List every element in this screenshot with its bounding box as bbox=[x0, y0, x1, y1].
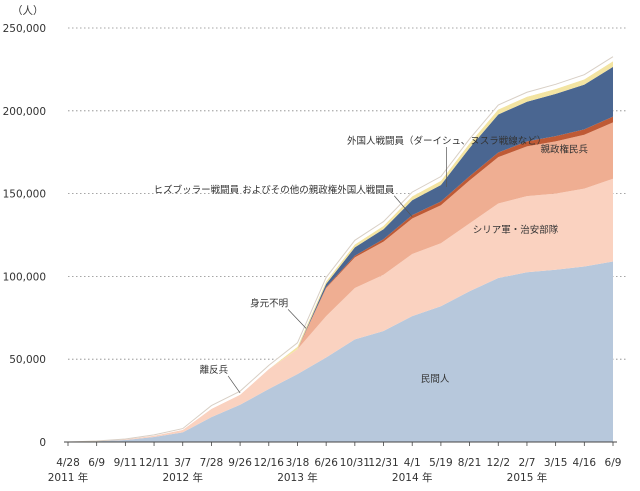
year-label: 2014 年 bbox=[392, 471, 433, 484]
series-area bbox=[68, 261, 613, 442]
y-tick-label: 150,000 bbox=[3, 189, 46, 201]
x-tick-label: 4/1 bbox=[404, 457, 421, 469]
x-tick-label: 4/16 bbox=[573, 457, 597, 469]
y-tick-label: 0 bbox=[39, 437, 46, 449]
year-label: 2013 年 bbox=[277, 471, 318, 484]
x-tick-label: 12/16 bbox=[254, 457, 285, 469]
x-tick-label: 6/9 bbox=[88, 457, 105, 469]
x-tick-label: 6/26 bbox=[314, 457, 338, 469]
x-tick-label: 2/7 bbox=[518, 457, 535, 469]
y-tick-label: 100,000 bbox=[3, 271, 46, 283]
x-tick-label: 6/9 bbox=[605, 457, 622, 469]
annotation-label: 外国人戦闘員（ダーイシュ、ヌスラ戦線など） bbox=[347, 135, 546, 147]
x-tick-label: 3/18 bbox=[286, 457, 310, 469]
x-tick-label: 10/31 bbox=[340, 457, 370, 469]
y-tick-label: 200,000 bbox=[3, 106, 46, 118]
annotation-label: ヒズブッラー戦闘員 およびその他の親政権外国人戦闘員 bbox=[154, 184, 395, 196]
annotation-leader bbox=[227, 375, 241, 394]
annotation-leader bbox=[287, 309, 307, 329]
x-tick-label: 9/26 bbox=[228, 457, 252, 469]
year-label: 2012 年 bbox=[162, 471, 203, 484]
series-area bbox=[68, 178, 613, 443]
x-tick-label: 12/2 bbox=[486, 457, 510, 469]
x-tick-label: 3/7 bbox=[174, 457, 191, 469]
x-tick-label: 12/31 bbox=[368, 457, 398, 469]
x-tick-label: 5/19 bbox=[429, 457, 453, 469]
x-tick-label: 4/28 bbox=[56, 457, 80, 469]
x-tick-label: 7/28 bbox=[200, 457, 224, 469]
annotation-label: 親政権民兵 bbox=[540, 144, 588, 156]
x-tick-label: 8/21 bbox=[458, 457, 482, 469]
y-axis-unit: （人） bbox=[12, 5, 44, 17]
year-label: 2015 年 bbox=[507, 471, 548, 484]
series-areas bbox=[67, 56, 614, 443]
x-tick-label: 12/11 bbox=[139, 457, 169, 469]
annotation-label: 離反兵 bbox=[200, 364, 229, 376]
annotation-label: シリア軍・治安部隊 bbox=[473, 224, 559, 236]
annotation-leader bbox=[393, 195, 413, 218]
x-tick-label: 3/15 bbox=[544, 457, 568, 469]
y-axis: 0 50,000 100,000 150,000 200,000 250,000 bbox=[3, 23, 46, 449]
x-tick-label: 9/11 bbox=[114, 457, 138, 469]
year-label: 2011 年 bbox=[48, 471, 89, 484]
annotation-label: 民間人 bbox=[421, 374, 450, 385]
series-area bbox=[68, 122, 613, 442]
annotation-label: 身元不明 bbox=[250, 297, 288, 309]
y-tick-label: 250,000 bbox=[3, 23, 46, 35]
series-area bbox=[68, 66, 613, 442]
x-axis: 4/28 6/9 9/11 12/11 3/7 7/28 9/26 12/16 3/18 6/26… bbox=[48, 441, 622, 484]
series-top-outline bbox=[67, 56, 614, 443]
y-tick-label: 50,000 bbox=[9, 354, 46, 366]
